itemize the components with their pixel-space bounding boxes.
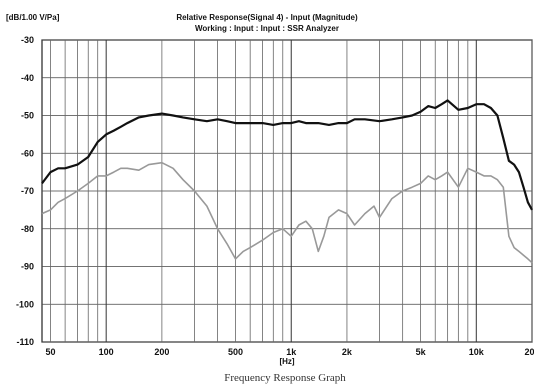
chart-title: Relative Response(Signal 4) - Input (Mag…	[176, 13, 358, 22]
y-axis-ticks: -30 -40 -50 -60 -70 -80 -90 -100 -110	[16, 35, 34, 347]
series-group	[41, 99, 533, 264]
y-tick-label: -60	[21, 148, 34, 158]
x-tick-label: 1k	[286, 347, 297, 357]
x-tick-label: 50	[45, 347, 55, 357]
x-tick-label: 10k	[469, 347, 485, 357]
x-tick-label: 5k	[416, 347, 427, 357]
y-tick-label: -110	[16, 337, 34, 347]
x-axis-ticks: 50 100 200 500 1k 2k 5k 10k 20k	[45, 347, 534, 357]
y-tick-label: -80	[21, 224, 34, 234]
x-tick-label: 200	[154, 347, 169, 357]
x-axis-unit-label: [Hz]	[279, 357, 294, 366]
y-tick-label: -30	[21, 35, 34, 45]
y-tick-label: -40	[21, 73, 34, 83]
x-tick-label: 20k	[524, 347, 534, 357]
y-tick-label: -70	[21, 186, 34, 196]
x-tick-label: 2k	[342, 347, 353, 357]
y-tick-label: -100	[16, 299, 34, 309]
x-tick-label: 500	[228, 347, 243, 357]
y-axis-unit-label: [dB/1.00 V/Pa]	[6, 13, 60, 22]
figure-caption: Frequency Response Graph	[224, 372, 346, 384]
grid	[42, 39, 533, 343]
y-tick-label: -90	[21, 262, 34, 272]
y-tick-label: -50	[21, 111, 34, 121]
chart-subtitle: Working : Input : Input : SSR Analyzer	[195, 24, 339, 33]
x-tick-label: 100	[99, 347, 114, 357]
series-line-2	[41, 161, 533, 264]
series-line-1	[41, 99, 533, 211]
